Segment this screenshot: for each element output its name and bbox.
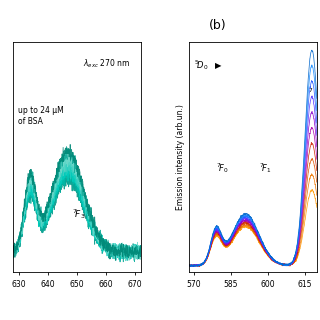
Y-axis label: Emission intensity (arb.un.): Emission intensity (arb.un.)	[176, 104, 185, 210]
Text: up to 24 μM
of BSA: up to 24 μM of BSA	[18, 106, 64, 125]
Text: $^7\!F_1$: $^7\!F_1$	[260, 161, 272, 175]
Text: $^7$: $^7$	[308, 88, 313, 97]
Text: (b): (b)	[209, 19, 227, 32]
Text: $^7\!F_0$: $^7\!F_0$	[216, 161, 229, 175]
Text: $\lambda_{exc}$ 270 nm: $\lambda_{exc}$ 270 nm	[83, 58, 130, 70]
Text: $^7\!F_3$: $^7\!F_3$	[72, 207, 86, 221]
Text: $^5\!D_0$  $\blacktriangleright$: $^5\!D_0$ $\blacktriangleright$	[194, 58, 223, 72]
